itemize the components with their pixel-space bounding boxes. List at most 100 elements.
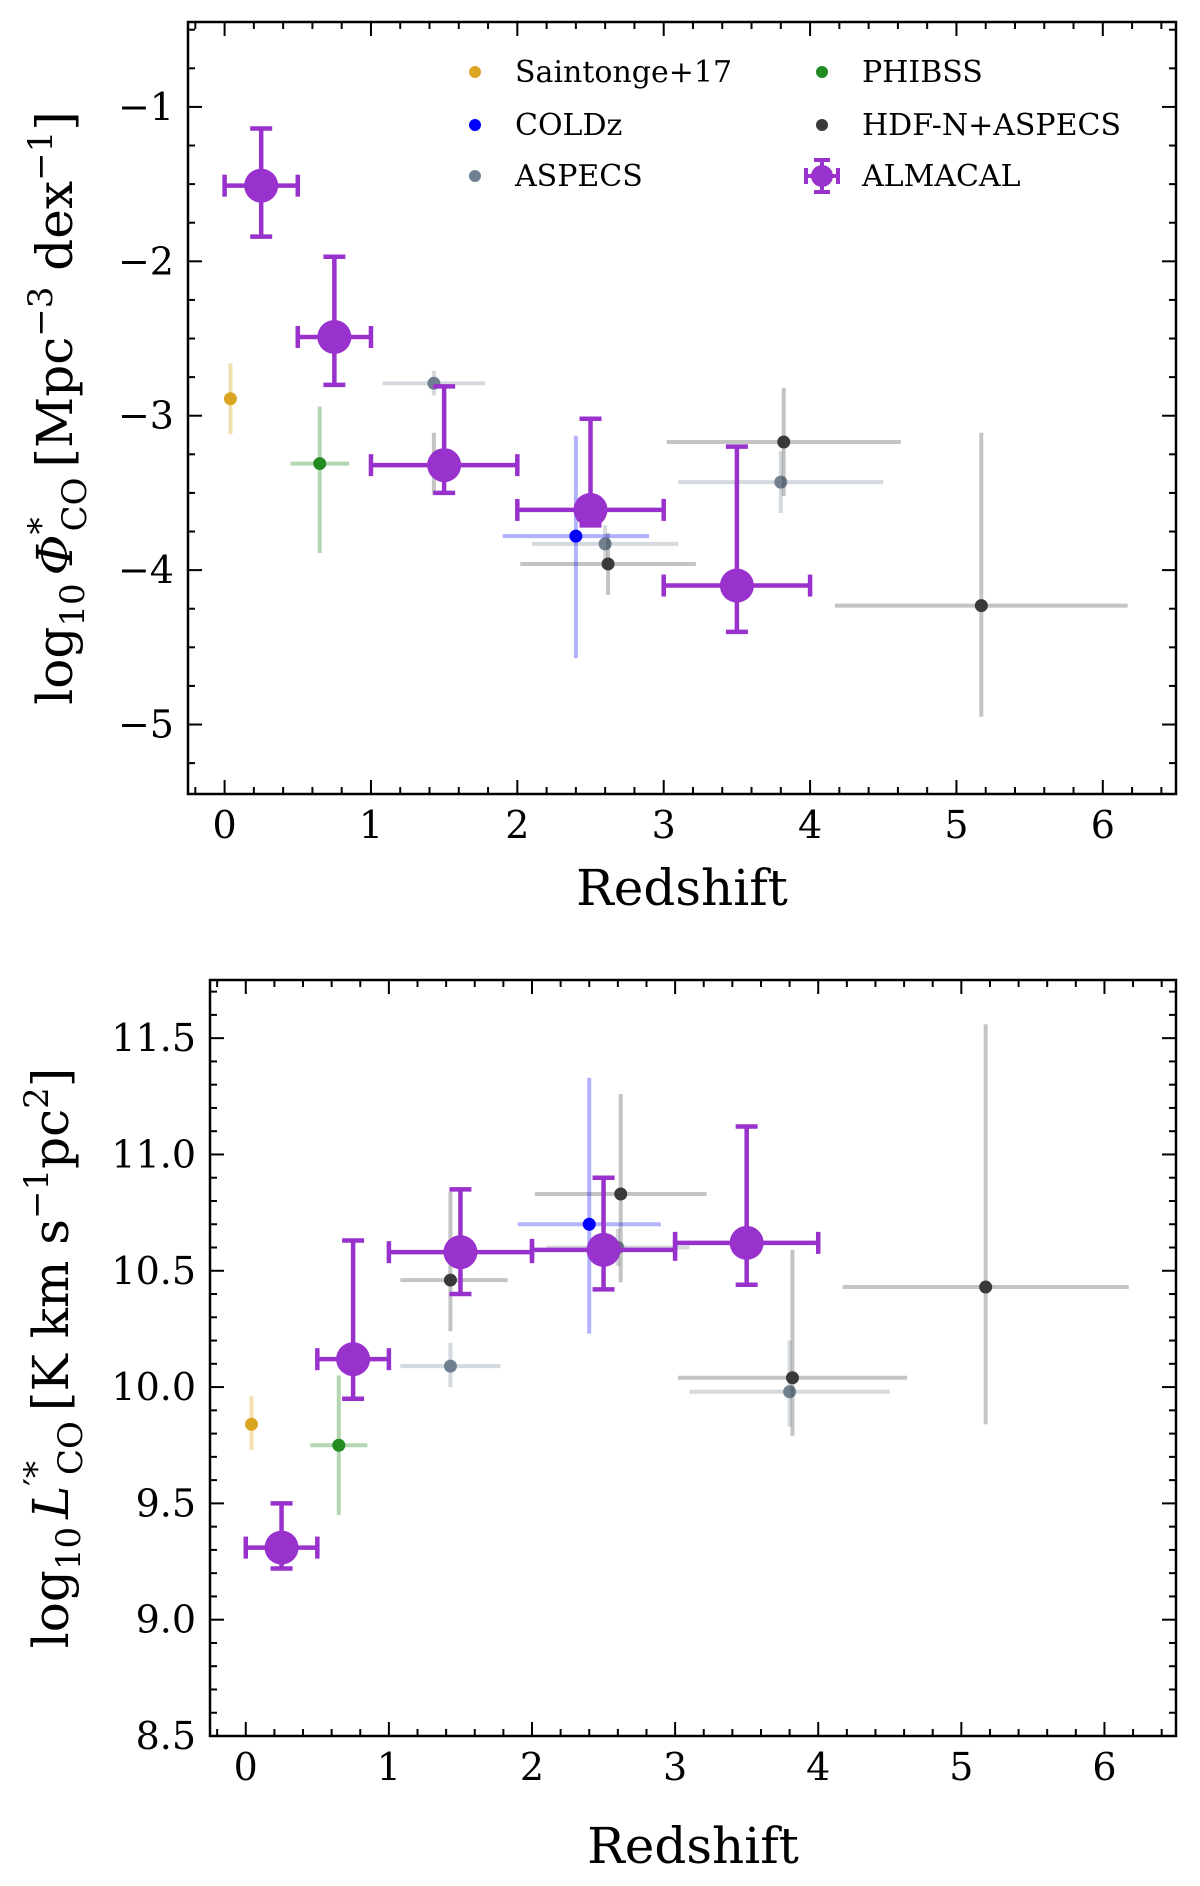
saintonge-point-group (223, 363, 237, 435)
x-tick-label: 0 (234, 1745, 258, 1789)
almacal-point-group (222, 126, 301, 239)
x-tick-label: 6 (1092, 1745, 1116, 1789)
legend-entry-phibss: PHIBSS (816, 55, 983, 90)
hdfn-point-group (842, 1024, 1129, 1425)
y-label-units: [K km s (22, 1219, 80, 1411)
plot-area (222, 126, 1128, 717)
aspecs-point (443, 1359, 457, 1373)
y-tick-label: −3 (118, 394, 174, 438)
x-tick-label: 0 (212, 803, 236, 847)
plot-area (243, 1024, 1129, 1571)
x-tick-label: 2 (505, 803, 529, 847)
y-tick-label: 11.0 (111, 1132, 196, 1176)
almacal-point (264, 1530, 299, 1565)
y-tick-label: 11.5 (111, 1016, 196, 1060)
legend-label: PHIBSS (862, 55, 983, 90)
legend-entry-saintonge: Saintonge+17 (469, 55, 732, 90)
almacal-point (573, 492, 608, 527)
y-axis-label: log10 Φ*CO [Mpc−3 dex−1] (21, 111, 95, 704)
aspecs-point-group (382, 370, 486, 396)
y-axis-label: log10 L′*CO [K km s−1pc2] (17, 1068, 91, 1649)
series-saintonge (223, 363, 237, 435)
x-tick-label: 6 (1091, 803, 1115, 847)
aspecs-point-group (678, 451, 884, 513)
x-tick-label: 2 (520, 1745, 544, 1789)
legend-entry-coldz: COLDz (469, 108, 622, 143)
ticks (210, 980, 1176, 1737)
y-label-symbol: L (22, 1486, 80, 1520)
y-label-units2-sup: −1 (21, 131, 61, 181)
legend-entry-almacal: ALMACAL (804, 158, 1021, 194)
y-label-sup: * (21, 517, 61, 534)
almacal-point-group (515, 416, 666, 528)
series-almacal (222, 126, 813, 635)
series-coldz (502, 435, 650, 659)
hdfn-point (443, 1273, 457, 1287)
coldz-point (582, 1217, 596, 1231)
legend-marker (816, 66, 828, 78)
legend-entry-hdfn: HDF-N+ASPECS (816, 108, 1121, 143)
coldz-point (569, 529, 583, 543)
saintonge-point (245, 1417, 259, 1431)
y-label-sub: 10 (53, 583, 93, 626)
x-tick-label: 3 (663, 1745, 687, 1789)
y-label-close: ] (22, 1068, 80, 1088)
y-label-units: [Mpc (26, 337, 84, 468)
phibss-point-group (290, 406, 350, 554)
x-tick-label: 4 (806, 1745, 830, 1789)
aspecs-point (783, 1385, 797, 1399)
hdfn-point (601, 557, 615, 571)
x-tick-label: 3 (652, 803, 676, 847)
y-tick-label: −1 (118, 85, 174, 129)
legend-label: ASPECS (514, 159, 643, 194)
y-label-close: ] (26, 111, 84, 131)
almacal-point (443, 1235, 478, 1270)
almacal-point (317, 319, 352, 354)
legend-marker (469, 66, 481, 78)
x-tick-label: 1 (359, 803, 383, 847)
y-label-symbol: Φ (26, 534, 84, 575)
hdfn-point (777, 435, 791, 449)
hdfn-point-group (534, 1093, 707, 1283)
legend: Saintonge+17 PHIBSS COLDz HDF-N+ASPECS ASPEC… (469, 55, 1121, 194)
coldz-point-group (502, 435, 650, 659)
y-label-sup: ′* (17, 1461, 57, 1486)
almacal-point-group (661, 444, 813, 635)
y-tick-label: 10.0 (111, 1365, 196, 1409)
legend-label: COLDz (515, 108, 622, 143)
y-tick-label: 9.5 (136, 1481, 196, 1525)
y-label-symsub: CO (51, 1421, 91, 1475)
legend-marker (469, 170, 481, 182)
saintonge-point-group (245, 1396, 259, 1450)
x-tick-label: 1 (377, 1745, 401, 1789)
axes-frame (208, 978, 1178, 1738)
almacal-point-group (315, 1238, 392, 1401)
y-tick-label: −4 (118, 548, 174, 592)
y-label-sub: 10 (49, 1527, 89, 1570)
hdfn-point-group (666, 387, 901, 497)
almacal-point-group (295, 254, 374, 388)
panel-bottom: 0 1 2 3 4 5 6 8.5 9.0 9.5 10.0 10.5 11.0 11.5 Redshift… (17, 978, 1178, 1875)
hdfn-point (974, 599, 988, 613)
ticks (188, 22, 1176, 794)
y-label-units-sup: −3 (21, 287, 61, 337)
legend-label: ALMACAL (861, 159, 1021, 194)
hdfn-point-group (520, 533, 696, 595)
axes-frame (186, 20, 1178, 796)
series-almacal (243, 1124, 821, 1571)
hdfn-point (979, 1280, 993, 1294)
saintonge-point (223, 392, 237, 406)
almacal-point-group (243, 1501, 320, 1571)
hdfn-point (785, 1371, 799, 1385)
y-tick-label: −2 (118, 239, 174, 283)
y-label-units2: pc (22, 1109, 80, 1169)
phibss-point (313, 457, 327, 471)
almacal-point (719, 568, 754, 603)
x-tick-label: 4 (798, 803, 822, 847)
aspecs-point (774, 475, 788, 489)
almacal-point (586, 1232, 621, 1267)
hdfn-point (614, 1187, 628, 1201)
y-tick-label: 9.0 (136, 1598, 196, 1642)
y-tick-label: 10.5 (111, 1249, 196, 1293)
